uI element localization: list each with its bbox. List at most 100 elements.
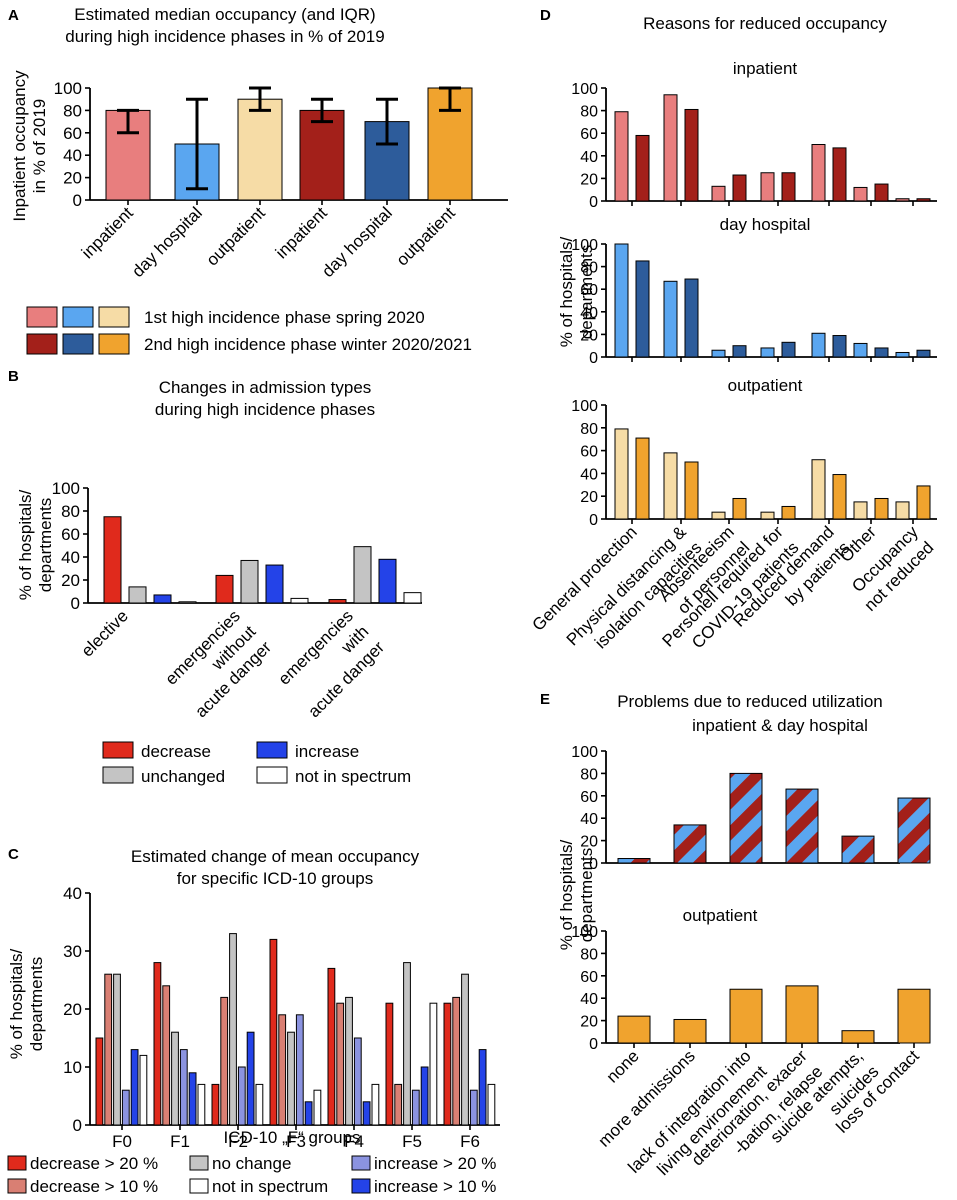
chart-title: Reasons for reduced occupancy xyxy=(643,14,887,33)
bar-b xyxy=(378,558,397,604)
bar-c xyxy=(153,962,162,1126)
y-tick-label: 20 xyxy=(63,169,82,188)
y-tick-label: 0 xyxy=(589,1036,598,1053)
x-tick-label: outpatient xyxy=(393,203,459,269)
panel-letter: C xyxy=(8,846,19,863)
bar-d xyxy=(895,501,910,520)
y-tick-label: 80 xyxy=(580,946,598,963)
bar-b xyxy=(240,559,259,604)
y-axis-label: % of hospitals/ xyxy=(557,839,576,950)
x-tick-label: F3 xyxy=(286,1132,306,1151)
bar-d xyxy=(635,260,650,358)
panel-e-0-y-axis: 0 20 40 60 80 100 xyxy=(571,744,607,873)
subplot-title: day hospital xyxy=(720,215,811,234)
panel-a-y-axis: 0 20 40 60 80 100 xyxy=(54,79,91,210)
y-tick-label: 100 xyxy=(571,924,598,941)
bar-c xyxy=(313,1089,322,1126)
y-tick-label: 20 xyxy=(61,571,80,590)
bar-d xyxy=(684,278,699,358)
bar-b xyxy=(103,516,122,604)
legend-swatch xyxy=(256,741,288,759)
bar-d xyxy=(832,474,847,520)
legend-label: 2nd high incidence phase winter 2020/202… xyxy=(144,335,472,354)
bar-e xyxy=(785,985,819,1044)
y-tick-label: 0 xyxy=(73,1116,82,1135)
y-tick-label: 100 xyxy=(571,398,598,415)
legend-swatch xyxy=(98,333,130,355)
y-tick-label: 80 xyxy=(63,101,82,120)
bar-b xyxy=(153,594,172,604)
bar-c xyxy=(237,1066,246,1126)
y-tick-label: 40 xyxy=(63,146,82,165)
bar-e xyxy=(841,835,875,864)
bar-c xyxy=(304,1101,313,1126)
y-tick-label: 30 xyxy=(63,942,82,961)
x-tick-label: none xyxy=(603,1046,643,1086)
bar-c xyxy=(403,962,411,1126)
bar-c xyxy=(385,1002,394,1126)
bar-e xyxy=(673,824,707,864)
bar-d xyxy=(781,172,796,202)
bar-e xyxy=(729,988,763,1044)
bar-d xyxy=(874,347,889,358)
y-tick-label: 60 xyxy=(580,126,598,143)
panel-d-2-y-axis: 0 20 40 60 80 100 xyxy=(571,398,607,529)
x-tick-label: elective xyxy=(78,606,132,660)
bar-d xyxy=(711,349,726,358)
legend-swatch xyxy=(351,1155,371,1171)
bar-d xyxy=(760,511,775,520)
bar-c xyxy=(295,1014,304,1126)
bar-c xyxy=(443,1002,452,1126)
legend-label: decrease > 20 % xyxy=(30,1154,158,1173)
bar-c xyxy=(130,1049,139,1126)
legend-label: increase > 20 % xyxy=(374,1154,496,1173)
bar-d xyxy=(853,342,868,358)
chart-title: Problems due to reduced utilization xyxy=(617,692,883,711)
y-tick-label: 20 xyxy=(580,171,598,188)
bar-c xyxy=(336,1002,345,1126)
bar-c xyxy=(487,1083,496,1126)
bar-b xyxy=(403,592,422,604)
bar-d xyxy=(684,461,699,520)
bar-c xyxy=(420,1066,429,1126)
y-tick-label: 40 xyxy=(580,149,598,166)
bar-c xyxy=(362,1101,371,1126)
bar-d xyxy=(711,511,726,520)
bar-d xyxy=(811,332,826,358)
bar-e xyxy=(897,797,931,864)
y-tick-label: 100 xyxy=(54,79,82,98)
bar-c xyxy=(95,1037,104,1126)
y-tick-label: 0 xyxy=(589,194,598,211)
legend-label: unchanged xyxy=(141,767,225,786)
y-axis-label: % of hospitals/ xyxy=(7,948,26,1059)
legend-label: decrease xyxy=(141,742,211,761)
subplot-title: outpatient xyxy=(683,906,758,925)
bar-d xyxy=(895,351,910,358)
y-tick-label: 100 xyxy=(571,744,598,761)
legend-swatch xyxy=(189,1155,209,1171)
y-tick-label: 80 xyxy=(580,766,598,783)
legend-label: no change xyxy=(212,1154,291,1173)
bar-c xyxy=(139,1054,148,1126)
bar-d xyxy=(781,505,796,520)
y-tick-label: 60 xyxy=(580,282,598,299)
y-axis-label: in % of 2019 xyxy=(30,99,49,194)
bar-d xyxy=(732,174,747,202)
bar-d xyxy=(614,111,629,202)
y-tick-label: 100 xyxy=(571,81,598,98)
y-tick-label: 0 xyxy=(73,191,82,210)
y-tick-label: 0 xyxy=(589,350,598,367)
bar-d xyxy=(732,345,747,358)
bar-b xyxy=(128,586,147,604)
bar-e xyxy=(617,858,651,864)
chart-title: Estimated change of mean occupancy xyxy=(131,847,420,866)
bar-d xyxy=(853,186,868,202)
bar-c xyxy=(411,1089,420,1126)
bar-d xyxy=(663,452,678,520)
bar-c xyxy=(394,1083,403,1126)
chart-title: during high incidence phases in % of 201… xyxy=(65,27,384,46)
bar-d xyxy=(663,94,678,202)
bar-d xyxy=(811,459,826,520)
y-tick-label: 40 xyxy=(580,991,598,1008)
legend-swatch xyxy=(7,1178,27,1194)
